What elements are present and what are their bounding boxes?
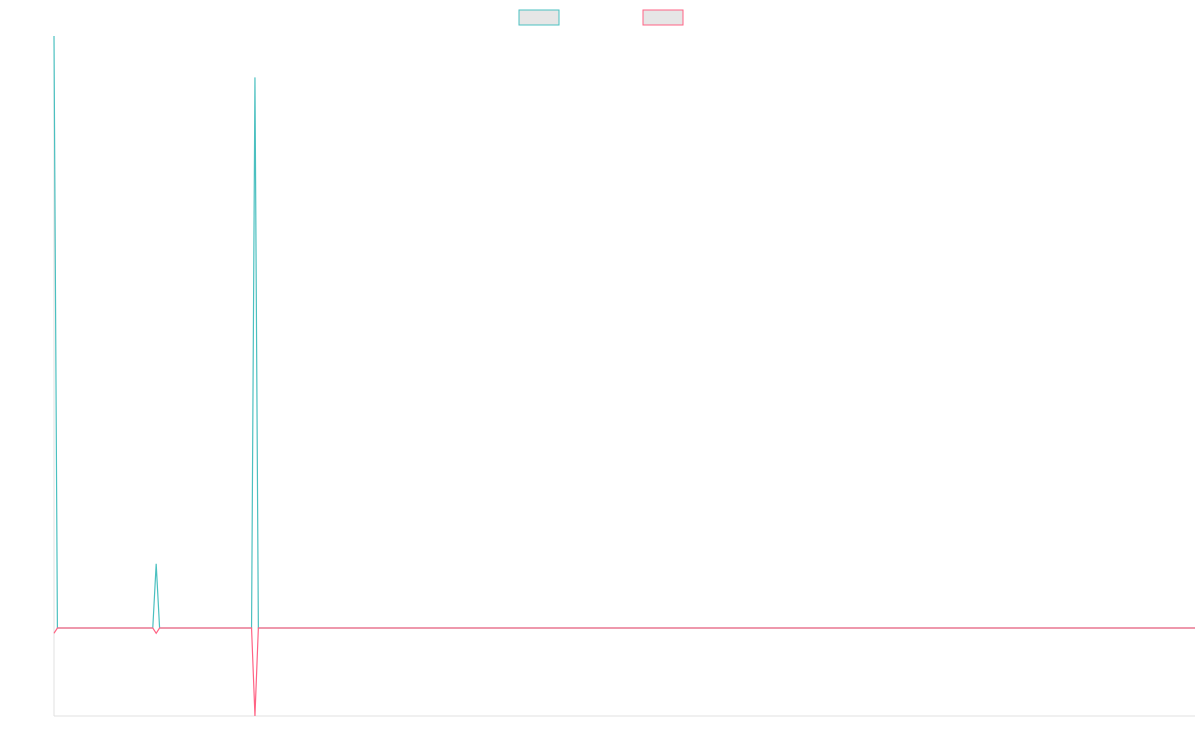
series-line <box>53 627 1195 717</box>
series-line <box>53 35 1195 629</box>
legend-swatch <box>518 9 560 26</box>
legend-swatch <box>642 9 684 26</box>
